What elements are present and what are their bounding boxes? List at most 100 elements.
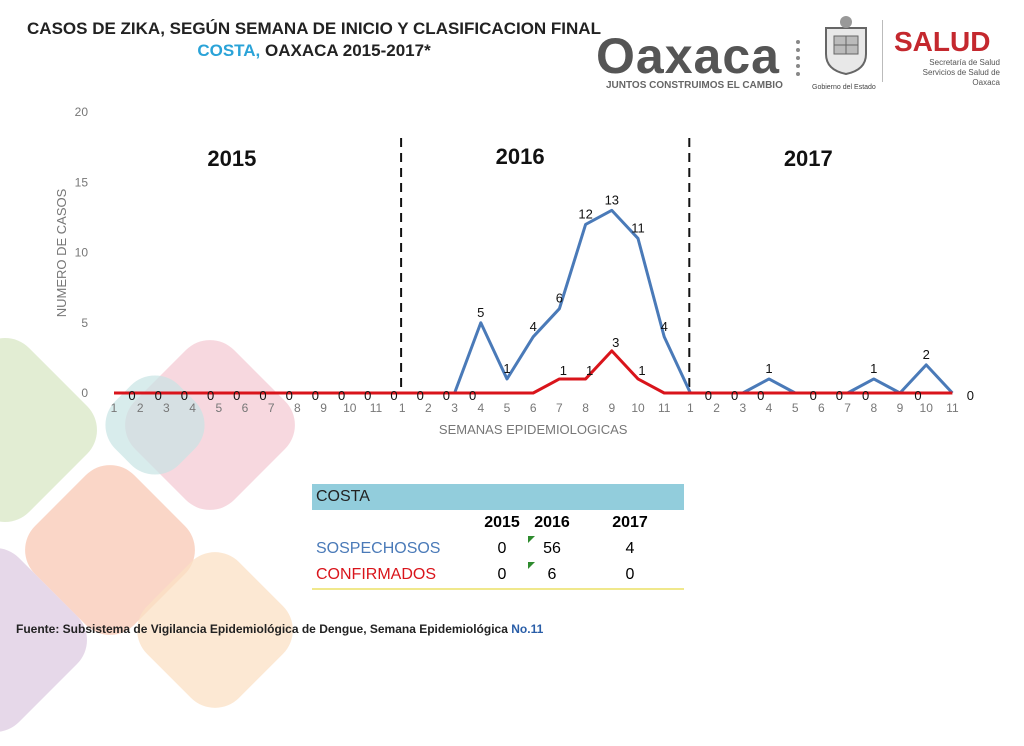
data-label-sospechosos: 0 [390,388,397,403]
y-tick-label: 10 [75,246,89,260]
series-line-0 [114,208,954,395]
data-label-sospechosos: 0 [705,388,712,403]
x-tick-label: 3 [739,401,746,415]
oaxaca-tagline: JUNTOS CONSTRUIMOS EL CAMBIO [606,80,783,91]
x-tick-label: 7 [556,401,563,415]
data-label-sospechosos: 1 [870,361,877,376]
data-label-sospechosos: 0 [836,388,843,403]
row-name-confirmados: CONFIRMADOS [316,566,436,583]
page-title: CASOS DE ZIKA, SEGÚN SEMANA DE INICIO Y … [14,18,614,62]
x-tick-label: 3 [451,401,458,415]
data-label-sospechosos: 0 [810,388,817,403]
x-tick-label: 3 [163,401,170,415]
data-label-sospechosos: 0 [259,388,266,403]
x-tick-label: 7 [268,401,275,415]
x-tick-label: 6 [818,401,825,415]
x-tick-label: 5 [792,401,799,415]
x-tick-label: 2 [713,401,720,415]
source-text: Fuente: Subsistema de Vigilancia Epidemi… [16,622,512,636]
data-label-sospechosos: 0 [443,388,450,403]
table-header: COSTA [312,484,684,510]
x-tick-label: 6 [242,401,249,415]
data-label-sospechosos: 0 [364,388,371,403]
x-tick-label: 6 [530,401,537,415]
logo-separator [882,20,883,82]
y-tick-label: 5 [81,316,88,330]
data-label-sospechosos: 13 [605,192,619,207]
year-label-2016: 2016 [496,144,545,169]
title-region: COSTA, [197,41,261,60]
data-label-sospechosos: 0 [469,388,476,403]
logo-divider-dots [796,40,800,80]
x-tick-label: 10 [631,401,645,415]
sospechosos-2015: 0 [497,540,507,557]
row-name-sospechosos: SOSPECHOSOS [316,540,441,557]
x-tick-label: 8 [870,401,877,415]
gobierno-label: Gobierno del Estado [812,84,876,91]
data-label-sospechosos: 0 [967,388,974,403]
data-label-sospechosos: 0 [207,388,214,403]
series-line-1 [114,349,953,395]
comment-marker [528,562,535,569]
title-line-2-rest: OAXACA 2015-2017* [260,41,431,60]
data-label-sospechosos: 4 [530,319,537,334]
data-label-sospechosos: 2 [923,347,930,362]
x-tick-label: 1 [687,401,694,415]
x-tick-label: 9 [897,401,904,415]
data-label-sospechosos: 11 [631,220,645,235]
data-label-sospechosos: 1 [765,361,772,376]
x-tick-label: 4 [189,401,196,415]
y-tick-label: 20 [75,105,89,119]
source-note: Fuente: Subsistema de Vigilancia Epidemi… [16,622,543,636]
x-tick-label: 2 [137,401,144,415]
year-2016-header: 2016 [534,514,570,531]
table-year-row: 2015 2016 2017 [312,510,684,536]
data-label-sospechosos: 5 [477,305,484,320]
data-label-sospechosos: 0 [731,388,738,403]
year-label-2015: 2015 [207,146,256,171]
data-label-sospechosos: 0 [914,388,921,403]
data-label-sospechosos: 0 [862,388,869,403]
x-tick-label: 7 [844,401,851,415]
salud-subtitle: Secretaría de Salud Servicios de Salud d… [896,58,1000,88]
salud-subtitle-2: Servicios de Salud de Oaxaca [922,68,1000,87]
data-label-confirmados: 1 [560,363,567,378]
title-line-2: COSTA, OAXACA 2015-2017* [14,40,614,62]
y-tick-label: 15 [75,175,89,189]
oaxaca-logo: Oaxaca [596,28,780,84]
sospechosos-2017: 4 [625,540,635,557]
state-seal-icon [825,16,867,76]
data-label-sospechosos: 0 [181,388,188,403]
x-tick-label: 8 [294,401,301,415]
x-tick-label: 2 [425,401,432,415]
x-tick-label: 8 [582,401,589,415]
x-tick-label: 11 [946,401,959,415]
data-label-sospechosos: 12 [578,206,592,221]
x-tick-label: 1 [399,401,406,415]
data-label-sospechosos: 6 [556,291,563,306]
x-tick-label: 9 [608,401,615,415]
confirmados-2016: 6 [547,566,557,583]
data-label-sospechosos: 0 [155,388,162,403]
x-axis-label: SEMANAS EPIDEMIOLOGICAS [439,422,628,437]
x-tick-label: 5 [504,401,511,415]
x-tick-label: 4 [766,401,773,415]
data-label-sospechosos: 0 [757,388,764,403]
x-tick-label: 1 [111,401,118,415]
x-tick-label: 11 [370,401,383,415]
x-tick-label: 9 [320,401,327,415]
salud-subtitle-1: Secretaría de Salud [929,58,1000,67]
table-row-confirmados: CONFIRMADOS 0 6 0 [312,562,684,588]
x-tick-label: 10 [343,401,357,415]
data-label-confirmados: 3 [612,335,619,350]
confirmados-2015: 0 [497,566,507,583]
sospechosos-2016: 56 [543,540,561,557]
y-axis-label: NUMERO DE CASOS [54,188,69,317]
data-label-sospechosos: 0 [312,388,319,403]
data-label-sospechosos: 4 [661,319,668,334]
source-week-number: No.11 [511,622,544,636]
summary-table: COSTA 2015 2016 2017 SOSPECHOSOS 0 56 4 … [312,484,684,590]
x-tick-label: 5 [215,401,222,415]
data-label-sospechosos: 0 [233,388,240,403]
